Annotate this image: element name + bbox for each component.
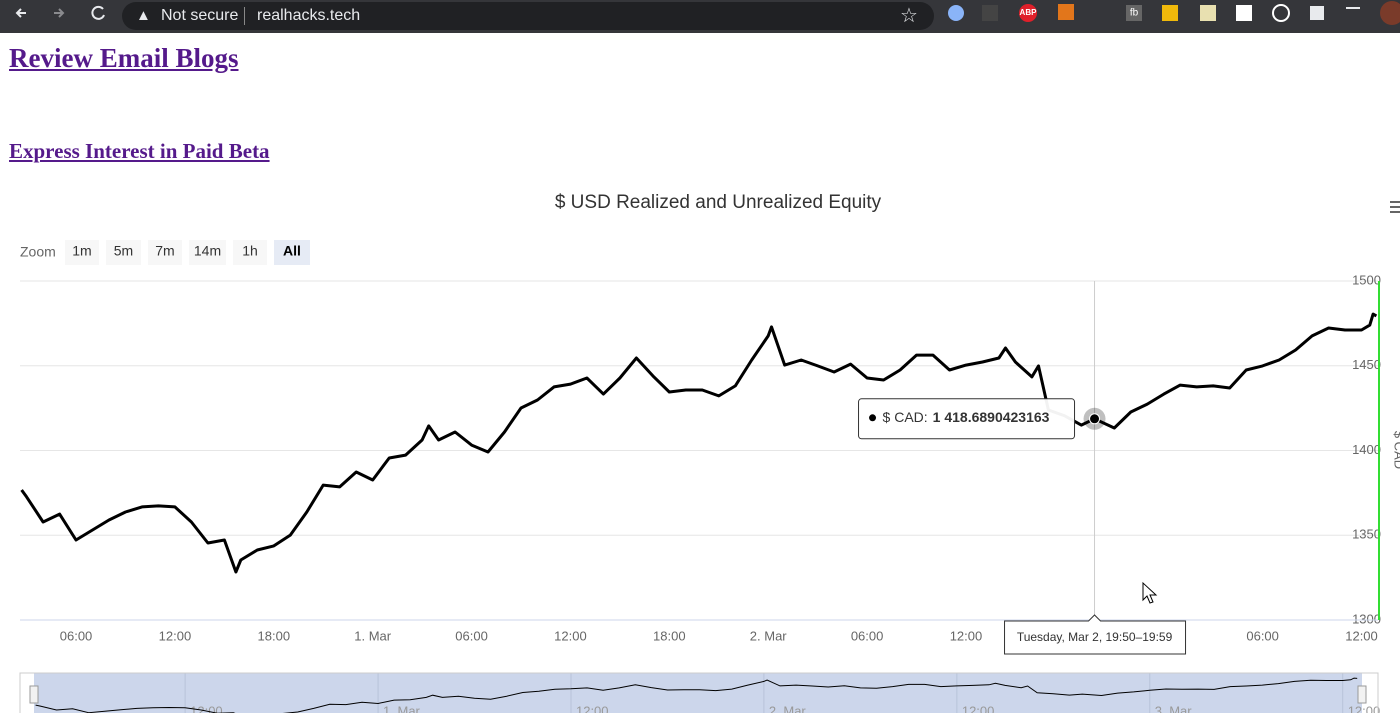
navigator-handle[interactable] [29, 685, 39, 704]
tooltip-value: 1 418.6890423163 [933, 409, 1050, 425]
menu-bar [1390, 201, 1400, 203]
x-tick-label: 18:00 [258, 628, 291, 643]
button-label: 7m [155, 243, 174, 259]
hover-halo [1083, 407, 1106, 430]
zoom-button[interactable]: 7m [148, 240, 182, 265]
button-bg [148, 240, 182, 265]
button-label: 1m [72, 243, 91, 259]
x-tick-label: 12:00 [159, 628, 192, 643]
address-bar[interactable]: ▲ Not secure realhacks.tech ☆ [122, 2, 934, 30]
hover-point [1089, 413, 1101, 425]
nav-buttons [15, 5, 105, 20]
security-label: Not secure [161, 7, 239, 24]
x-tick-label: 12:00 [950, 628, 983, 643]
y-tick-label: 1500 [1352, 272, 1381, 287]
ext-label: ABP [1020, 8, 1038, 17]
ext-icon[interactable] [1346, 7, 1360, 9]
tooltip-series: $ CAD: [883, 409, 928, 425]
navigator-label: 1. Mar [383, 703, 421, 713]
ext-icon[interactable] [1272, 4, 1290, 22]
ext-icon[interactable] [982, 5, 998, 21]
x-tick-label: 12:00 [1345, 628, 1378, 643]
ext-icon[interactable] [1236, 5, 1252, 21]
x-tooltip-text: Tuesday, Mar 2, 19:50–19:59 [1017, 630, 1173, 644]
warning-icon: ▲ [136, 7, 151, 24]
mouse-cursor [1142, 581, 1158, 604]
button-bg [274, 240, 310, 265]
y-tick-label: 1450 [1352, 357, 1381, 372]
x-tick-label: 06:00 [60, 628, 93, 643]
reload-button[interactable] [91, 5, 105, 20]
ext-icon[interactable] [1126, 5, 1142, 21]
line-series [20, 312, 1378, 574]
y-axis-title: $ CAD [1392, 431, 1400, 469]
chart-title: $ USD Realized and Unrealized Equity [555, 192, 882, 213]
menu-bar [1390, 206, 1400, 208]
button-label: All [283, 243, 301, 259]
zoom-button[interactable]: 14m [189, 240, 226, 265]
button-label: 14m [194, 243, 221, 259]
navigator-outline [19, 672, 1379, 713]
y-tick-label: 1300 [1352, 611, 1381, 626]
menu-bar [1390, 211, 1400, 213]
button-bg [189, 240, 226, 265]
forward-button[interactable] [54, 8, 65, 18]
separator [244, 7, 245, 25]
x-tick-label: 18:00 [653, 628, 686, 643]
x-tick-label: 06:00 [1246, 628, 1279, 643]
x-tick-label: 12:00 [554, 628, 587, 643]
avatar[interactable] [1380, 1, 1400, 25]
x-tick-label: 18:00 [1049, 628, 1082, 643]
button-label: 5m [114, 243, 133, 259]
bookmark-star[interactable]: ☆ [900, 5, 918, 27]
x-tick-label: 06:00 [851, 628, 884, 643]
y-tick-label: 1350 [1352, 527, 1381, 542]
button-bg [106, 240, 141, 265]
link[interactable]: Review Email Blogs [9, 43, 239, 73]
x-tick-label: 06:00 [455, 628, 488, 643]
x-tick-label: 1. Mar [354, 628, 392, 643]
navigator-handle[interactable] [1357, 685, 1367, 704]
navigator-label: 12:00 [962, 703, 995, 713]
export-menu[interactable] [1390, 201, 1400, 213]
zoom-button[interactable]: 1m [65, 240, 99, 265]
back-button[interactable] [15, 8, 26, 18]
zoom-button[interactable]: 1h [233, 240, 267, 265]
ext-icon[interactable] [1162, 5, 1178, 21]
zoom-button[interactable]: 5m [106, 240, 141, 265]
navigator-label: 12:00 [576, 703, 609, 713]
y-tick-label: 1400 [1352, 442, 1381, 457]
ext-icon[interactable] [948, 5, 964, 21]
zoom-button[interactable]: All [274, 240, 310, 265]
link[interactable]: Express Interest in Paid Beta [9, 139, 270, 163]
navigator-label: 3. Mar [1155, 703, 1193, 713]
x-tick-label: 2. Mar [750, 628, 788, 643]
zoom-label: Zoom [20, 244, 56, 260]
ext-icon[interactable] [1058, 4, 1074, 20]
tooltip-text: $ CAD: 1 418.6890423163 [883, 409, 1050, 425]
ext-icon[interactable] [1200, 5, 1216, 21]
x-tick-label: 3. Mar [1145, 628, 1183, 643]
ext-icon[interactable] [1310, 6, 1324, 20]
url: realhacks.tech [257, 7, 361, 24]
tooltip-bullet [869, 414, 877, 422]
tooltip-box [858, 398, 1076, 440]
x-tooltip-box [1004, 614, 1187, 655]
button-bg [65, 240, 99, 265]
navigator-label: 2. Mar [769, 703, 807, 713]
ext-icon[interactable] [1019, 4, 1037, 22]
navigator-label: 12:00 [1348, 703, 1381, 713]
extensions: ABP fb [948, 1, 1400, 25]
button-bg [233, 240, 267, 265]
navigator-label: 12:00 [190, 703, 223, 713]
ext-label: fb [1130, 8, 1139, 19]
navigator-series [35, 677, 1358, 713]
navigator-mask [34, 673, 1362, 713]
button-label: 1h [242, 243, 258, 259]
browser-toolbar: ▲ Not secure realhacks.tech ☆ ABP fb [0, 0, 1400, 33]
